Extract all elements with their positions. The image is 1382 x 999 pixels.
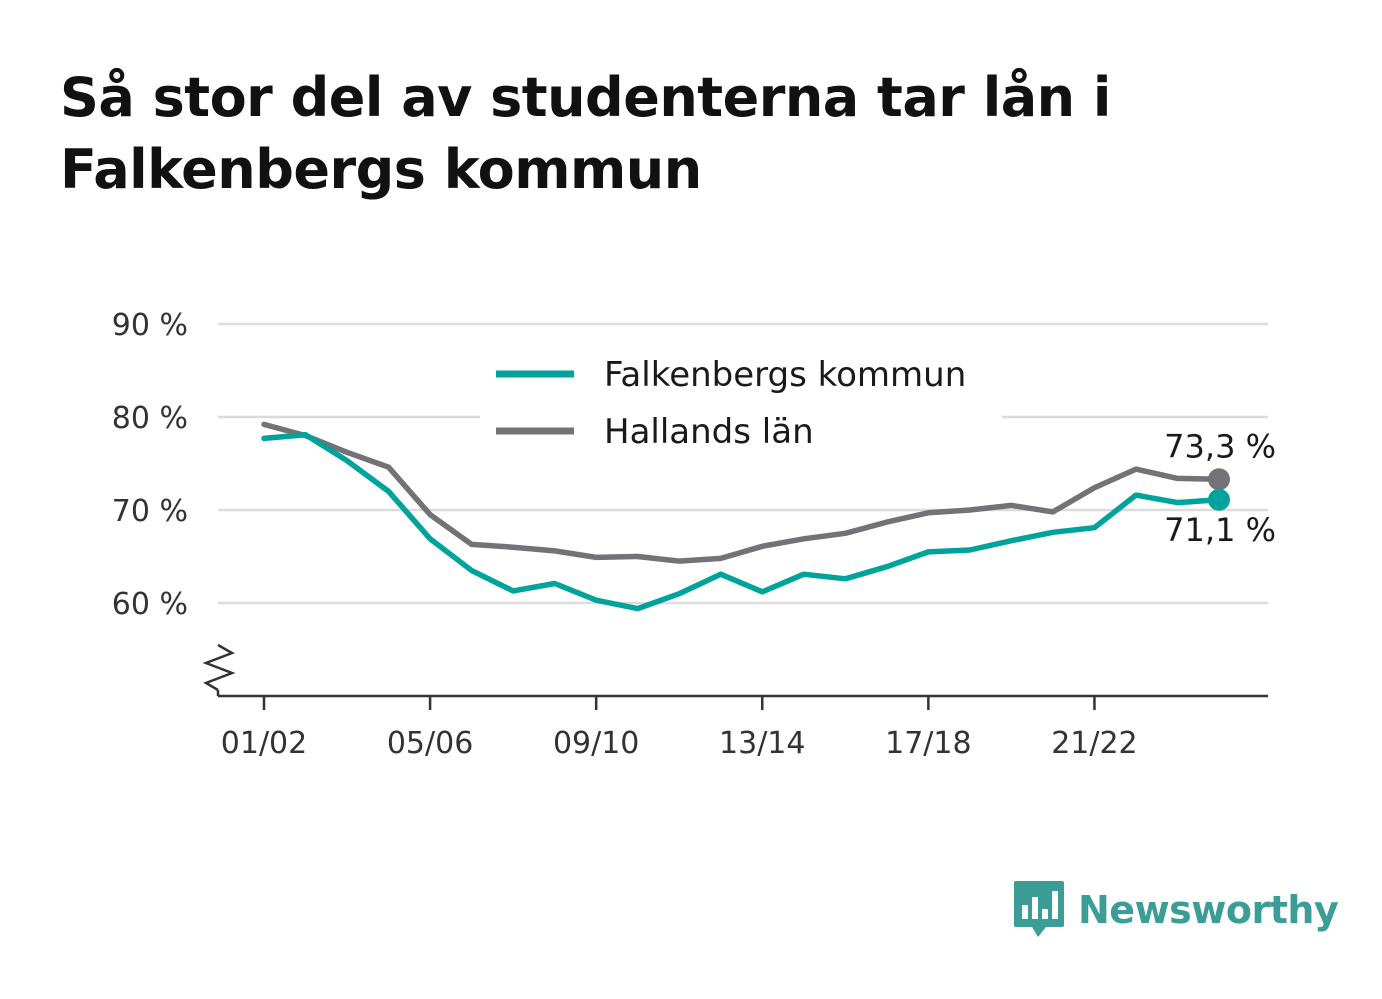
end-labels: 73,3 % 71,1 % [1164,427,1276,548]
end-label-halland: 73,3 % [1164,427,1276,465]
y-tick-label: 70 % [112,494,188,529]
axis-break-mark [202,643,236,692]
series-line-halland [261,421,1222,564]
x-tick-label: 05/06 [387,726,473,761]
x-tick-label: 17/18 [885,726,971,761]
x-tick-label: 21/22 [1051,726,1137,761]
chart-title: Så stor del av studenterna tar lån i Fal… [60,66,1111,201]
y-tick-label: 90 % [112,308,188,343]
legend-label: Hallands län [604,412,814,452]
end-point-halland [1208,468,1230,491]
brand-name: Newsworthy [1078,888,1339,932]
newsworthy-logo: Newsworthy [1012,878,1339,942]
x-tick-label: 13/14 [719,726,805,761]
series-line-falkenberg [261,431,1222,612]
legend-background [480,350,1002,468]
series-lines [261,421,1230,612]
x-axis [202,643,1268,710]
y-axis-tick-labels: 60 % 70 % 80 % 90 % [112,308,188,622]
x-tick-label: 01/02 [221,726,307,761]
x-tick-label: 09/10 [553,726,639,761]
end-point-falkenberg [1208,488,1230,511]
legend-label: Falkenbergs kommun [604,355,966,395]
end-label-falkenberg: 71,1 % [1164,511,1276,549]
newsworthy-bar-chart-icon [1014,881,1064,937]
y-tick-label: 60 % [112,587,188,622]
legend: Falkenbergs kommun Hallands län [480,350,1002,468]
x-axis-tick-labels: 01/02 05/06 09/10 13/14 17/18 21/22 [221,726,1138,761]
y-tick-label: 80 % [112,401,188,436]
